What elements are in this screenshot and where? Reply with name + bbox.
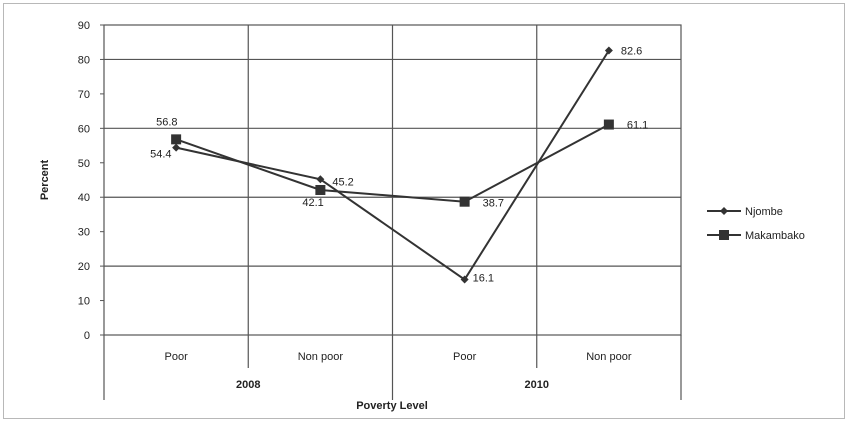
x-category-label: Poor — [165, 351, 189, 363]
y-axis-title: Percent — [39, 159, 51, 200]
chart-frame: 0 10 20 30 40 50 60 70 80 90 Poor Non poor Poor Non p… — [3, 3, 845, 419]
y-tick-label: 20 — [78, 261, 90, 273]
data-label: 54.4 — [150, 149, 171, 161]
data-point-makambako — [315, 184, 326, 195]
legend: Njombe Makambako — [707, 206, 805, 242]
series-line-makambako — [175, 123, 610, 203]
series-line-njombe — [175, 49, 610, 281]
data-label: 16.1 — [473, 273, 494, 285]
data-point-njombe — [316, 175, 325, 184]
data-point-njombe — [460, 275, 469, 284]
legend-marker-makambako — [719, 230, 729, 240]
y-tick-label: 40 — [78, 192, 90, 204]
x-category-label: Non poor — [586, 351, 632, 363]
data-label: 61.1 — [627, 120, 648, 132]
y-tick-label: 50 — [78, 158, 90, 170]
y-tick-label: 0 — [84, 330, 90, 342]
axis-layer: 0 10 20 30 40 50 60 70 80 90 Poor Non poor Poor Non p… — [78, 20, 682, 400]
grid-layer — [103, 24, 682, 336]
legend-label: Njombe — [745, 206, 783, 218]
x-axis-title: Poverty Level — [356, 400, 428, 412]
y-tick-label: 90 — [78, 20, 90, 32]
legend-marker-njombe — [720, 207, 728, 215]
data-point-njombe — [604, 46, 613, 55]
line-chart: 0 10 20 30 40 50 60 70 80 90 Poor Non poor Poor Non p… — [39, 20, 805, 412]
data-label: 38.7 — [483, 198, 504, 210]
label-layer: 54.4 45.2 16.1 82.6 56.8 42.1 38.7 61.1 — [150, 45, 648, 284]
data-label: 42.1 — [302, 197, 323, 209]
y-tick-label: 70 — [78, 89, 90, 101]
x-category-label: Poor — [453, 351, 477, 363]
data-point-makambako — [603, 119, 614, 130]
data-point-makambako — [459, 196, 470, 207]
data-label: 82.6 — [621, 45, 642, 57]
series-layer — [171, 46, 614, 284]
x-group-label: 2008 — [236, 379, 260, 391]
x-category-label: Non poor — [298, 351, 344, 363]
x-group-label: 2010 — [525, 379, 549, 391]
y-tick-label: 60 — [78, 123, 90, 135]
y-tick-label: 30 — [78, 227, 90, 239]
data-label: 45.2 — [332, 176, 353, 188]
legend-label: Makambako — [745, 230, 805, 242]
data-point-njombe — [172, 143, 181, 152]
y-tick-label: 10 — [78, 296, 90, 308]
data-point-makambako — [171, 134, 182, 145]
y-tick-label: 80 — [78, 54, 90, 66]
data-label: 56.8 — [156, 116, 177, 128]
